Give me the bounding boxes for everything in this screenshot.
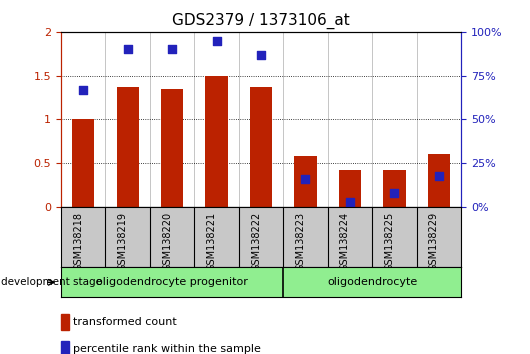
Title: GDS2379 / 1373106_at: GDS2379 / 1373106_at [172, 13, 350, 29]
Text: oligodendrocyte progenitor: oligodendrocyte progenitor [96, 277, 248, 287]
Bar [161, 89, 183, 207]
Text: GSM138223: GSM138223 [296, 212, 305, 271]
Text: GSM138221: GSM138221 [207, 212, 217, 271]
Bar [61, 341, 69, 354]
Bar [339, 170, 361, 207]
Bar [428, 154, 450, 207]
Text: oligodendrocyte: oligodendrocyte [327, 277, 417, 287]
Point [257, 52, 266, 57]
Bar [250, 87, 272, 207]
Bar [206, 76, 228, 207]
Bar [117, 87, 139, 207]
Bar [61, 314, 69, 330]
Text: GSM138224: GSM138224 [340, 212, 350, 271]
Point [79, 87, 87, 92]
Bar [383, 170, 405, 207]
Point [301, 176, 310, 182]
Text: transformed count: transformed count [73, 317, 176, 327]
Text: GSM138222: GSM138222 [251, 212, 261, 271]
Text: GSM138220: GSM138220 [162, 212, 172, 271]
Point [168, 47, 176, 52]
Text: GSM138218: GSM138218 [73, 212, 83, 271]
Text: GSM138219: GSM138219 [118, 212, 128, 271]
Bar [72, 120, 94, 207]
Bar [294, 156, 316, 207]
Point [123, 47, 132, 52]
Text: percentile rank within the sample: percentile rank within the sample [73, 344, 261, 354]
Text: GSM138225: GSM138225 [384, 212, 394, 271]
Point [435, 173, 443, 178]
Point [213, 38, 221, 44]
Text: GSM138229: GSM138229 [429, 212, 439, 271]
Text: development stage: development stage [1, 277, 102, 287]
Point [346, 199, 354, 205]
Point [390, 190, 399, 196]
